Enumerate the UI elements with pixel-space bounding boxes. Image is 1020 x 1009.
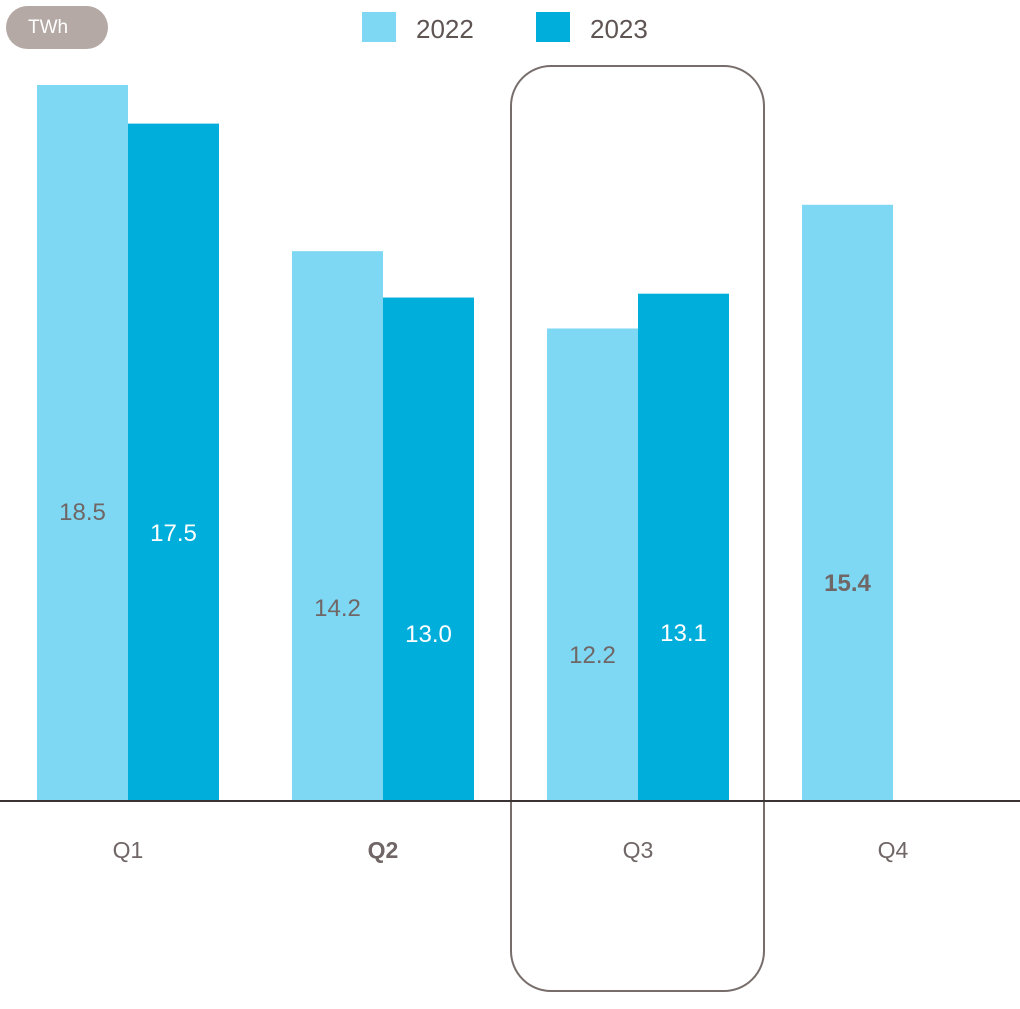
x-tick-label-q2: Q2 xyxy=(368,837,399,863)
x-tick-label-q4: Q4 xyxy=(878,837,909,863)
highlight-box-q3 xyxy=(510,65,765,992)
data-label-2022-q4: 15.4 xyxy=(824,570,871,597)
bar-2022-q1 xyxy=(37,84,128,801)
bar-2023-q1 xyxy=(128,123,219,800)
legend-swatch-2023 xyxy=(536,12,570,42)
data-label-2023-q1: 17.5 xyxy=(150,520,197,547)
unit-badge: TWh xyxy=(6,6,108,49)
data-label-2023-q2: 13.0 xyxy=(405,621,452,648)
data-label-2023-q3: 13.1 xyxy=(660,620,707,647)
legend-label-2023: 2023 xyxy=(590,14,648,44)
bar-2022-q2 xyxy=(292,251,383,801)
legend-swatch-2022 xyxy=(362,12,396,42)
x-tick-label-q3: Q3 xyxy=(623,837,654,863)
x-tick-label-q1: Q1 xyxy=(113,837,144,863)
bar-2023-q2 xyxy=(383,297,474,800)
data-label-2022-q1: 18.5 xyxy=(59,499,106,526)
data-label-2022-q2: 14.2 xyxy=(314,595,361,622)
data-label-2022-q3: 12.2 xyxy=(569,642,616,669)
legend-label-2022: 2022 xyxy=(416,14,474,44)
bar-2022-q4 xyxy=(802,204,893,801)
bar-2023-q3 xyxy=(638,293,729,800)
bar-2022-q3 xyxy=(547,328,638,800)
